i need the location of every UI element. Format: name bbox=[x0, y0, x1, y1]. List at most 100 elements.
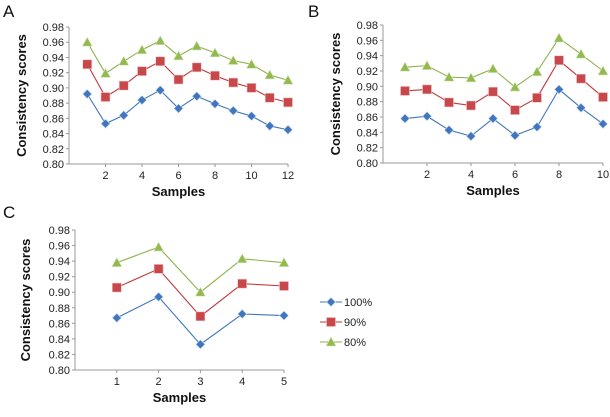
y-tick-label: 0.80 bbox=[357, 158, 378, 170]
data-point bbox=[554, 55, 564, 66]
data-point bbox=[554, 84, 564, 95]
data-point bbox=[118, 80, 129, 91]
x-tick-label: 2 bbox=[424, 169, 430, 181]
data-point bbox=[509, 81, 521, 92]
y-tick-label: 0.90 bbox=[49, 287, 70, 299]
data-point bbox=[209, 47, 221, 58]
x-tick-label: 6 bbox=[512, 169, 518, 181]
data-point bbox=[228, 105, 239, 116]
y-axis-title: Consistency scores bbox=[14, 34, 29, 157]
legend-item: 100% bbox=[320, 297, 372, 309]
panel-letter: C bbox=[3, 203, 15, 222]
data-point bbox=[466, 131, 476, 142]
legend-marker bbox=[326, 297, 336, 307]
x-tick-label: 10 bbox=[245, 170, 257, 182]
data-point bbox=[172, 50, 185, 61]
data-point bbox=[237, 278, 247, 289]
x-tick-label: 8 bbox=[212, 170, 218, 182]
data-point bbox=[279, 310, 289, 321]
data-point bbox=[246, 111, 257, 121]
legend-item: 80% bbox=[320, 336, 366, 349]
data-point bbox=[191, 62, 202, 73]
data-point bbox=[173, 103, 184, 114]
data-point bbox=[195, 311, 206, 322]
data-point bbox=[118, 110, 129, 121]
x-tick-label: 4 bbox=[239, 376, 245, 388]
data-point bbox=[191, 91, 202, 102]
data-point bbox=[553, 32, 565, 43]
data-point bbox=[155, 56, 166, 67]
series-90pct bbox=[400, 55, 608, 115]
y-tick-label: 0.80 bbox=[43, 159, 64, 171]
data-point bbox=[137, 66, 147, 76]
legend-item: 90% bbox=[320, 317, 366, 329]
data-point bbox=[137, 95, 147, 105]
x-tick-label: 2 bbox=[156, 376, 162, 388]
data-point bbox=[465, 72, 477, 83]
data-point bbox=[282, 74, 294, 85]
data-point bbox=[112, 282, 122, 293]
data-point bbox=[154, 35, 166, 46]
y-tick-label: 0.88 bbox=[43, 98, 64, 110]
y-tick-label: 0.98 bbox=[357, 20, 378, 32]
y-tick-label: 0.84 bbox=[357, 127, 378, 139]
data-point bbox=[510, 130, 520, 141]
data-point bbox=[488, 113, 498, 124]
x-tick-label: 8 bbox=[556, 169, 562, 181]
legend-label: 100% bbox=[344, 297, 372, 309]
data-point bbox=[443, 71, 455, 82]
series-80pct bbox=[399, 32, 609, 92]
x-axis-title: Samples bbox=[466, 183, 519, 198]
data-point bbox=[576, 102, 586, 113]
data-point bbox=[400, 113, 410, 124]
y-tick-label: 0.96 bbox=[357, 35, 378, 47]
data-point bbox=[173, 74, 184, 85]
data-point bbox=[597, 65, 609, 76]
series-line bbox=[404, 88, 604, 137]
data-point bbox=[421, 60, 433, 70]
data-point bbox=[598, 118, 608, 129]
panel-letter: B bbox=[308, 2, 319, 21]
data-point bbox=[100, 92, 111, 102]
x-tick-label: 12 bbox=[282, 170, 294, 182]
data-point bbox=[210, 98, 220, 109]
y-tick-label: 0.92 bbox=[357, 66, 378, 78]
x-tick-label: 10 bbox=[597, 169, 609, 181]
series-100pct bbox=[82, 85, 293, 135]
data-point bbox=[194, 286, 206, 297]
data-point bbox=[228, 77, 239, 88]
data-point bbox=[136, 44, 148, 55]
series-100pct bbox=[400, 84, 608, 142]
data-point bbox=[191, 40, 203, 51]
chart-panel-a: A 0.80 0.82 0.84 0.86 0.88 0.90 0.92 0.94 0.96 0.9… bbox=[3, 2, 294, 199]
data-point bbox=[422, 111, 432, 122]
legend-label: 80% bbox=[344, 337, 366, 349]
y-tick-label: 0.82 bbox=[43, 144, 64, 156]
data-point bbox=[236, 253, 248, 264]
series-line bbox=[86, 89, 289, 131]
data-point bbox=[488, 86, 498, 97]
data-point bbox=[598, 92, 608, 102]
data-point bbox=[99, 67, 112, 78]
data-point bbox=[532, 93, 542, 103]
data-point bbox=[111, 312, 122, 323]
data-point bbox=[82, 89, 93, 99]
data-point bbox=[118, 55, 130, 66]
series-80pct bbox=[111, 241, 290, 297]
x-axis-title: Samples bbox=[153, 390, 206, 405]
data-point bbox=[82, 59, 93, 70]
y-tick-label: 0.94 bbox=[43, 52, 64, 64]
data-point bbox=[487, 63, 499, 73]
y-tick-label: 0.86 bbox=[43, 113, 64, 125]
data-point bbox=[444, 97, 454, 108]
legend-marker bbox=[326, 317, 336, 327]
x-tick-label: 4 bbox=[139, 170, 145, 182]
y-axis-title: Consistency scores bbox=[18, 239, 33, 362]
data-point bbox=[153, 264, 164, 274]
legend-marker bbox=[325, 336, 337, 347]
y-tick-label: 0.88 bbox=[49, 303, 70, 315]
x-tick-label: 6 bbox=[175, 170, 181, 182]
data-point bbox=[399, 61, 411, 72]
y-tick-label: 0.98 bbox=[49, 225, 70, 237]
